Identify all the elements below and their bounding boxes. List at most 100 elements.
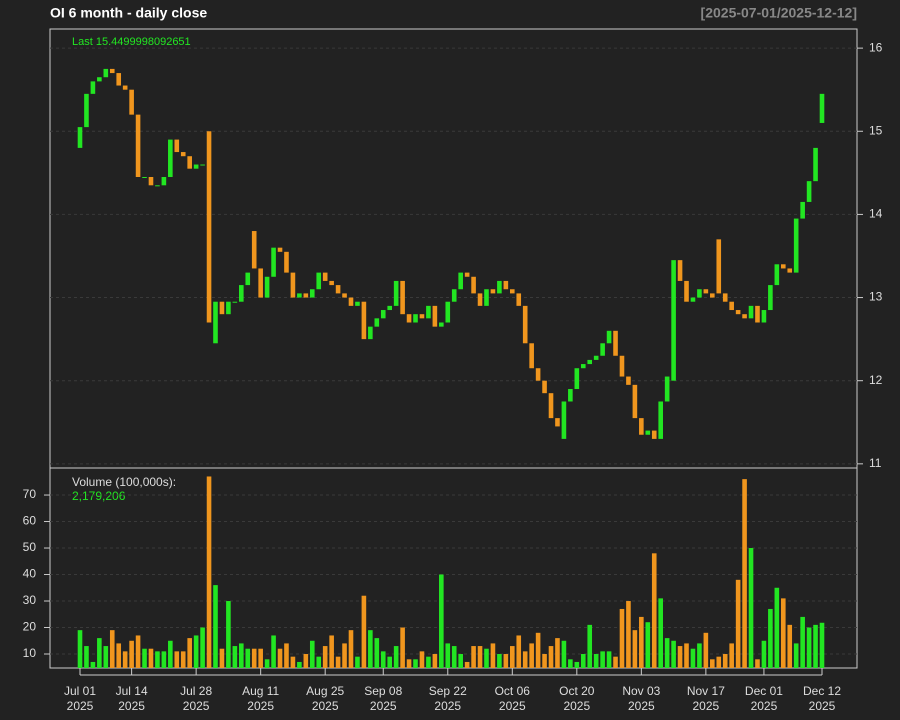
candle-body (716, 239, 722, 294)
candle-body (77, 127, 83, 148)
candle-body (471, 276, 476, 294)
candle-body (580, 364, 586, 369)
volume-bar (651, 553, 657, 668)
y-tick-label: 12 (869, 373, 883, 387)
volume-bar (497, 654, 502, 668)
candle-body (180, 152, 186, 157)
x-tick-label: Jul 28 2025 (180, 684, 213, 713)
candle-body (722, 293, 728, 302)
volume-label: Volume (100,000s): (72, 475, 176, 489)
y-tick-label: 30 (23, 593, 37, 607)
volume-bar (316, 656, 322, 668)
candle-body (774, 264, 780, 286)
volume-bar (574, 661, 580, 668)
candle-body (445, 301, 451, 323)
candle-body (109, 68, 115, 74)
volume-bar (239, 643, 244, 668)
volume-bar (109, 630, 115, 668)
volume-bar (684, 643, 689, 668)
candle-body (206, 131, 212, 323)
volume-bar (516, 635, 522, 668)
candle-body (142, 176, 147, 178)
candle-body (355, 301, 360, 306)
candle-body (690, 297, 696, 302)
candle-body (626, 376, 631, 385)
candle-body (806, 181, 812, 202)
candle-body (819, 93, 825, 123)
x-tick-label: Nov 17 2025 (686, 684, 725, 713)
candle-body (658, 401, 663, 439)
volume-bar (542, 654, 547, 668)
candle-body (303, 293, 309, 298)
volume-bar (277, 648, 283, 668)
candle-body (458, 272, 463, 290)
y-tick-label: 14 (869, 207, 883, 221)
volume-bar (606, 651, 612, 668)
candle-body (290, 272, 296, 298)
volume-bar (800, 616, 805, 668)
volume-bar (329, 635, 334, 668)
volume-bar (135, 635, 141, 668)
volume-bar (90, 661, 96, 668)
y-tick-label: 10 (23, 646, 37, 660)
volume-bar (187, 638, 192, 668)
volume-bar (477, 646, 483, 668)
price-panel (49, 28, 858, 469)
volume-bar (484, 648, 489, 668)
volume-bar (361, 595, 367, 668)
candle-body (187, 156, 192, 169)
volume-bar (813, 624, 818, 668)
candle-body (593, 355, 599, 360)
last-label: Last 15.4499998092651 (72, 36, 191, 48)
y-tick-label: 50 (23, 540, 37, 554)
candle-body (761, 310, 767, 323)
candle-body (677, 260, 683, 281)
candle-body (587, 359, 593, 365)
candle-body (84, 93, 89, 128)
candle-body (297, 293, 302, 298)
volume-bar (103, 646, 109, 668)
volume-bar (761, 640, 767, 668)
volume-bar (264, 659, 270, 668)
y-tick-label: 70 (23, 487, 37, 501)
candle-body (406, 314, 412, 323)
volume-bar (703, 632, 709, 668)
candle-body (639, 418, 644, 435)
volume-bar (368, 630, 373, 668)
candle-body (129, 89, 134, 115)
candle-body (271, 247, 276, 277)
candle-body (645, 430, 651, 435)
x-tick-label: Dec 01 2025 (744, 684, 783, 713)
candle-body (671, 260, 676, 381)
volume-bar (458, 654, 463, 668)
candle-body (361, 301, 367, 340)
volume-bar (116, 643, 122, 668)
volume-bar (393, 646, 399, 668)
candle-body (735, 310, 741, 315)
candle-body (232, 301, 238, 303)
candle-body (135, 114, 141, 177)
volume-bar (645, 622, 651, 668)
y-tick-label: 20 (23, 620, 37, 634)
candle-body (555, 418, 560, 427)
volume-bar (509, 646, 515, 668)
volume-bar (303, 654, 309, 668)
candle-body (535, 368, 541, 381)
candle-body (426, 305, 431, 319)
x-tick-label: Dec 12 2025 (802, 684, 842, 713)
x-tick-label: Oct 20 2025 (559, 684, 595, 713)
candle-body (548, 393, 554, 419)
x-tick-label: Oct 06 2025 (494, 684, 530, 713)
volume-bar (710, 659, 715, 668)
y-tick-label: 15 (869, 123, 883, 137)
volume-bar (232, 646, 238, 668)
x-tick-label: Aug 11 2025 (242, 684, 280, 713)
volume-bar (309, 640, 315, 668)
volume-bar (503, 654, 509, 668)
candle-body (200, 164, 205, 166)
volume-bar (742, 479, 747, 668)
y-tick-label: 40 (23, 567, 37, 581)
volume-bar (464, 661, 470, 668)
candle-body (90, 81, 96, 94)
candle-body (664, 376, 670, 402)
